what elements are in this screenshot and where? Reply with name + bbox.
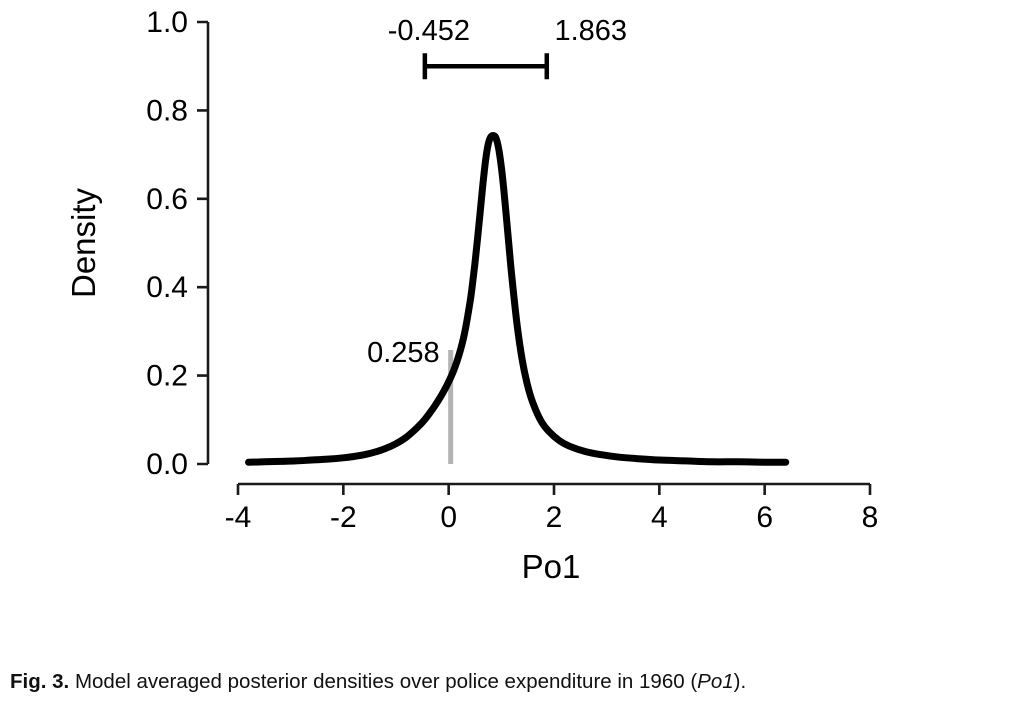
x-tick-label-group: -4 -2 0 2 4 6 8 <box>225 501 879 534</box>
caption-text: Model averaged posterior densities over … <box>74 670 698 693</box>
caption-prefix: Fig. 3. <box>10 670 70 693</box>
x-tick-label: -2 <box>330 501 357 534</box>
x-tick-label: 0 <box>440 501 457 534</box>
density-plot: 0.0 0.2 0.4 0.6 0.8 1.0 Density -4 -2 0 2 4 6 8 Po1… <box>65 6 879 585</box>
y-axis-line <box>197 20 210 466</box>
y-axis-title: Density <box>65 187 102 298</box>
x-tick-label: 6 <box>756 501 773 534</box>
caption-suffix: ). <box>733 670 747 693</box>
prior-marker-label: 0.258 <box>367 337 440 369</box>
credible-interval-bar <box>422 53 550 80</box>
density-curve <box>245 132 790 466</box>
figure-caption: Fig. 3. Model averaged posterior densiti… <box>0 668 1024 696</box>
y-tick-label: 0.4 <box>146 271 188 304</box>
y-tick-label-group: 0.0 0.2 0.4 0.6 0.8 1.0 <box>146 6 188 481</box>
y-tick-label: 0.2 <box>146 360 188 393</box>
y-axis <box>197 20 210 466</box>
credible-interval-lower-label: -0.452 <box>388 15 470 47</box>
x-axis-line <box>236 482 872 495</box>
y-tick-label: 1.0 <box>146 6 188 39</box>
y-tick-label: 0.0 <box>146 448 188 481</box>
y-tick-label: 0.6 <box>146 183 188 216</box>
x-tick-label: 4 <box>651 501 668 534</box>
x-axis <box>236 482 872 495</box>
x-axis-title: Po1 <box>522 548 581 585</box>
x-tick-label: -4 <box>225 501 252 534</box>
plot-svg: 0.0 0.2 0.4 0.6 0.8 1.0 Density -4 -2 0 2 4 6 8 Po1… <box>65 6 879 585</box>
credible-interval-upper-label: 1.863 <box>554 15 627 47</box>
caption-variable: Po1 <box>697 670 734 693</box>
x-tick-label: 2 <box>546 501 563 534</box>
x-tick-label: 8 <box>862 501 879 534</box>
y-tick-label: 0.8 <box>146 94 188 127</box>
